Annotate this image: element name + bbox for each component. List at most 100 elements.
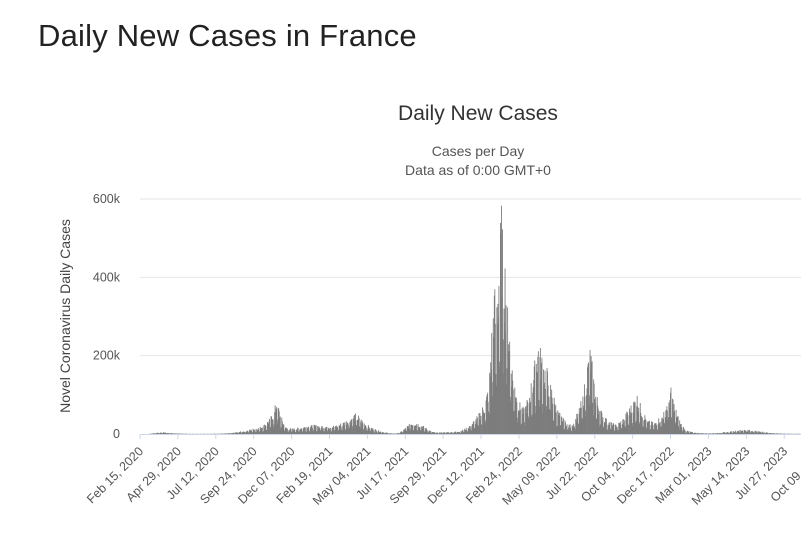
bar (553, 397, 555, 434)
bar (518, 411, 520, 434)
bar (356, 425, 358, 434)
bar (223, 433, 225, 434)
bar (537, 351, 539, 434)
bar (614, 424, 616, 434)
bar (534, 413, 536, 434)
bar (360, 421, 362, 434)
bar (460, 431, 462, 434)
bar (430, 432, 432, 434)
bar (671, 417, 672, 434)
bar (510, 373, 512, 434)
bar (510, 400, 512, 434)
bar (387, 432, 389, 434)
bar (348, 428, 350, 434)
bar (491, 395, 493, 434)
bar (549, 410, 551, 434)
bar (578, 408, 580, 434)
bar (464, 430, 466, 434)
bar (279, 416, 281, 434)
bar (424, 428, 426, 434)
bar (773, 433, 775, 434)
grid-lines (140, 198, 801, 357)
bar (522, 406, 524, 434)
bar (386, 432, 388, 434)
bar (301, 431, 303, 434)
bar (639, 422, 641, 434)
bar (371, 429, 373, 434)
bar (420, 430, 422, 434)
bar (618, 423, 620, 434)
bar (531, 414, 533, 434)
bar (693, 432, 695, 434)
bar (729, 431, 731, 434)
bar (456, 431, 458, 434)
bar (261, 428, 263, 434)
bar (250, 429, 252, 434)
bar (663, 411, 665, 434)
bar (766, 432, 768, 434)
bar (351, 418, 353, 434)
bar (681, 430, 683, 434)
bar (359, 428, 361, 434)
bar (511, 386, 513, 434)
bar (425, 429, 427, 434)
bar (740, 430, 742, 434)
bar (596, 419, 598, 434)
bar (320, 430, 322, 434)
bar (738, 430, 740, 434)
bar (154, 433, 156, 434)
bar (538, 406, 540, 434)
bar (655, 423, 657, 434)
bar (480, 415, 482, 434)
bar (409, 428, 411, 434)
bar (302, 431, 304, 434)
bar (162, 433, 164, 434)
bar (572, 427, 574, 434)
bar (591, 361, 593, 434)
bar (409, 430, 411, 434)
bar (294, 432, 296, 434)
bar (356, 420, 358, 434)
bar (731, 433, 733, 434)
bar (667, 417, 669, 434)
bar (629, 408, 630, 434)
bar (724, 432, 726, 434)
bar (693, 433, 694, 434)
bar (753, 432, 755, 434)
bar (611, 426, 613, 434)
bar (657, 429, 659, 434)
bar (743, 432, 745, 434)
bar (346, 422, 348, 434)
bar (153, 433, 155, 434)
bar (589, 395, 591, 434)
bar (235, 432, 237, 434)
bar (497, 316, 499, 434)
bar (566, 426, 567, 434)
bar (333, 425, 334, 434)
bar (300, 429, 302, 434)
bar (340, 426, 342, 434)
bar (716, 433, 718, 434)
bar (719, 433, 721, 434)
bar (334, 430, 335, 434)
bar (598, 411, 600, 434)
bar (327, 427, 329, 434)
bar (401, 431, 403, 434)
bar (333, 427, 335, 434)
bar (764, 433, 766, 434)
bar (561, 422, 563, 434)
bar (300, 428, 302, 434)
bar (267, 422, 269, 434)
bar (549, 409, 551, 434)
bar (507, 307, 509, 434)
bar (440, 432, 442, 434)
bar (156, 433, 158, 434)
bar (159, 432, 161, 434)
bar (494, 289, 496, 434)
bar (432, 431, 434, 434)
bar (338, 425, 340, 434)
bar (555, 405, 557, 434)
bar (434, 433, 436, 434)
bar (454, 431, 456, 434)
